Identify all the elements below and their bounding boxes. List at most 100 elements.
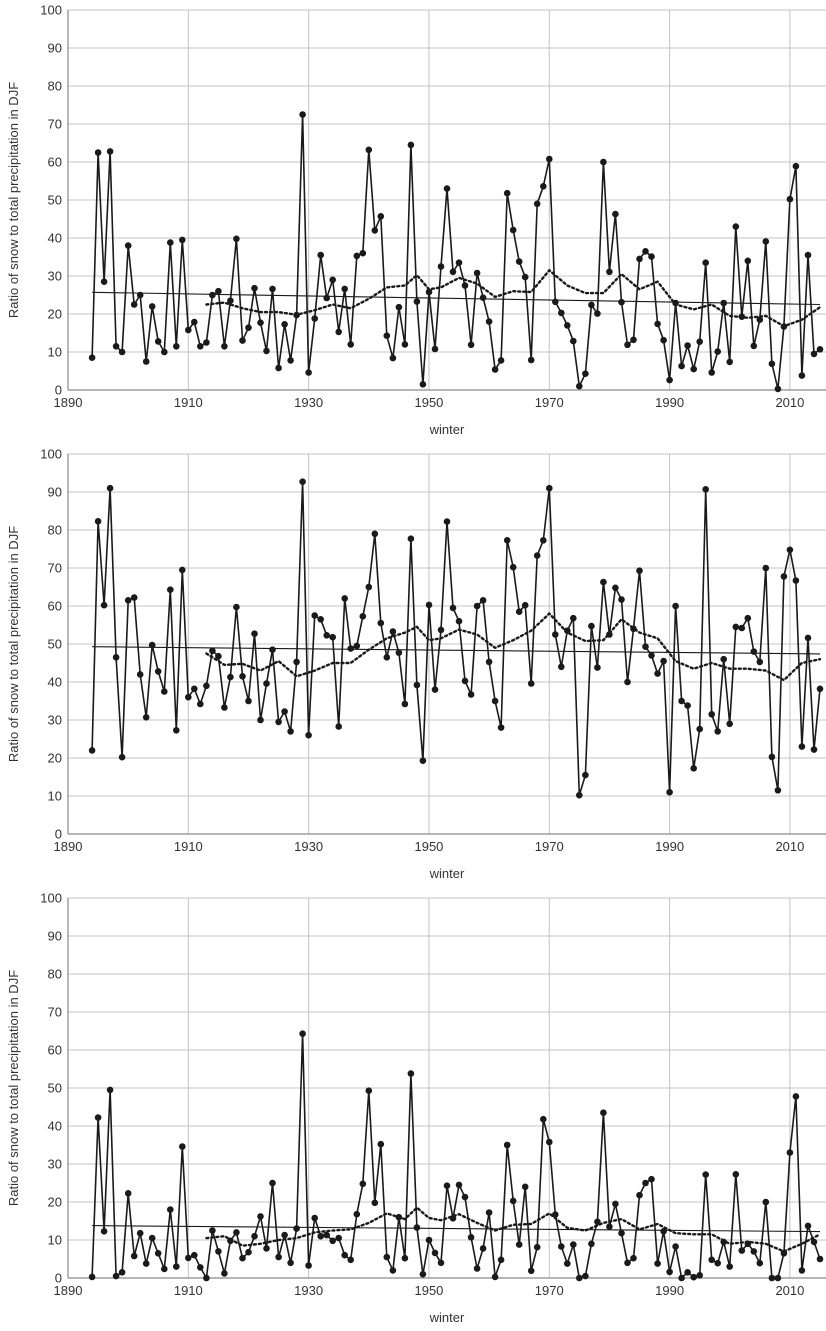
data-point [564, 322, 571, 329]
data-point [696, 338, 703, 346]
data-point [359, 1180, 367, 1188]
data-point [798, 372, 806, 379]
data-point [118, 348, 126, 356]
data-point [690, 1273, 697, 1281]
data-point [431, 686, 439, 693]
data-point [527, 1267, 535, 1275]
data-point [371, 1199, 379, 1207]
data-point [239, 673, 246, 680]
data-point [94, 1114, 102, 1121]
x-tick-label: 1950 [414, 395, 443, 410]
data-point [100, 278, 108, 286]
data-point [251, 630, 258, 637]
data-point [94, 518, 102, 525]
data-point [299, 478, 306, 486]
data-point [630, 1254, 637, 1262]
data-point [600, 158, 607, 166]
y-tick-label: 0 [55, 827, 62, 842]
data-point [786, 1149, 794, 1156]
x-tick-label: 1970 [535, 395, 564, 410]
data-point [479, 597, 487, 604]
y-axis-title: Ratio of snow to total precipitation in … [6, 82, 21, 318]
data-point [136, 1229, 144, 1237]
data-point [437, 626, 445, 634]
y-axis-title: Ratio of snow to total precipitation in … [6, 970, 21, 1206]
data-point [726, 358, 733, 366]
data-point [377, 213, 385, 220]
y-tick-label: 0 [55, 1271, 62, 1286]
data-point [167, 239, 174, 246]
x-tick-label: 1910 [174, 1283, 203, 1298]
data-point [185, 693, 192, 701]
data-point [353, 1210, 361, 1218]
data-point [148, 1234, 156, 1242]
data-point [251, 1232, 258, 1240]
data-point [239, 1254, 246, 1262]
data-point [407, 141, 415, 149]
data-point [341, 1251, 349, 1259]
data-point [678, 362, 685, 370]
data-point [371, 530, 379, 538]
data-point [383, 332, 391, 340]
x-tick-label: 1890 [54, 1283, 83, 1298]
data-point [431, 1249, 439, 1257]
data-point [798, 743, 806, 750]
data-point [287, 728, 294, 735]
data-point [726, 720, 733, 728]
y-tick-label: 0 [55, 383, 62, 398]
data-point [130, 594, 138, 601]
data-point [461, 1193, 469, 1201]
data-point [173, 727, 180, 734]
data-point [275, 718, 282, 726]
data-point [94, 149, 102, 156]
data-point [491, 366, 499, 373]
data-point [546, 484, 553, 492]
data-point [419, 757, 427, 764]
data-point [636, 567, 643, 574]
data-point [473, 269, 481, 277]
data-point [365, 1087, 373, 1094]
data-point [750, 648, 758, 655]
chart-panel-2: 0 10 20 30 40 50 60 70 80 90 100 1890 1910 1930 1950 19… [6, 447, 826, 881]
data-point [365, 583, 373, 591]
data-point [509, 563, 517, 571]
data-point [142, 1260, 150, 1267]
data-point [329, 1237, 337, 1245]
data-point [455, 1181, 463, 1189]
data-point [347, 1256, 355, 1264]
data-point [293, 1225, 300, 1232]
data-point [642, 643, 649, 650]
smoothed-trend-line [205, 611, 822, 682]
x-tick-label: 1970 [535, 839, 564, 854]
data-point [588, 1240, 595, 1248]
y-tick-label: 30 [48, 269, 62, 284]
data-point [564, 1260, 571, 1267]
data-point [690, 765, 697, 772]
chart-panel-3: 0 10 20 30 40 50 60 70 80 90 100 1890 1910 1930 1950 19… [6, 891, 826, 1325]
chart-panel-1: 0 10 20 30 40 50 60 70 80 90 100 1890 1910 1930 1950 19… [6, 3, 826, 437]
data-point [161, 688, 168, 695]
data-point [335, 723, 343, 730]
data-point [521, 1183, 529, 1191]
data-point [136, 671, 144, 678]
data-point [804, 251, 812, 259]
data-point [269, 285, 276, 293]
data-point [305, 369, 312, 376]
data-point [816, 1255, 824, 1263]
data-point [197, 700, 204, 708]
data-point [112, 654, 120, 661]
data-point [702, 1171, 709, 1178]
y-tick-label: 90 [48, 485, 62, 500]
data-point [708, 711, 715, 718]
data-point [594, 1218, 601, 1226]
data-point [281, 1231, 288, 1239]
data-point [726, 1263, 733, 1270]
data-point [88, 747, 96, 754]
data-point [389, 1267, 397, 1274]
data-point [365, 146, 373, 154]
data-point [660, 336, 667, 344]
data-point [299, 1030, 306, 1037]
data-point [323, 632, 331, 639]
y-tick-label: 80 [48, 523, 62, 538]
annual-series-line [91, 480, 821, 796]
